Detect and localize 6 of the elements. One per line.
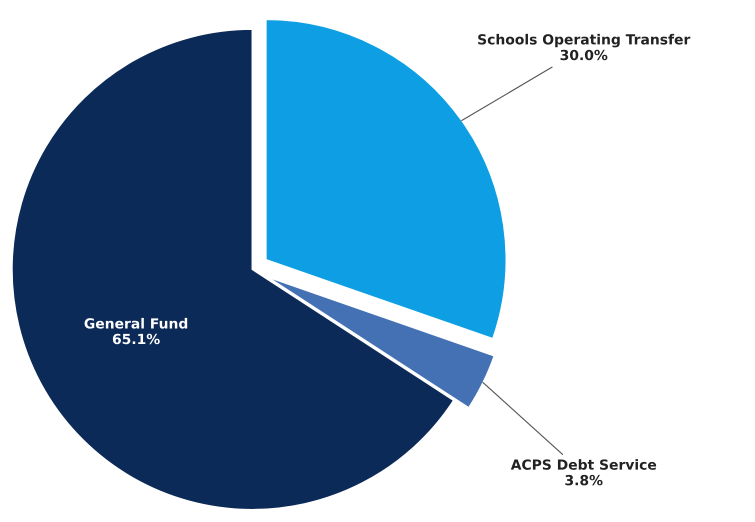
data-label: 30.0% <box>560 50 608 60</box>
slice-label: Schools Operating Transfer <box>478 34 690 48</box>
data-label: 3.8% <box>565 474 603 486</box>
data-label: 65.1% <box>112 334 160 344</box>
slice-label: General Fund <box>84 318 188 329</box>
slice-label: ACPS Debt Service <box>510 459 656 470</box>
